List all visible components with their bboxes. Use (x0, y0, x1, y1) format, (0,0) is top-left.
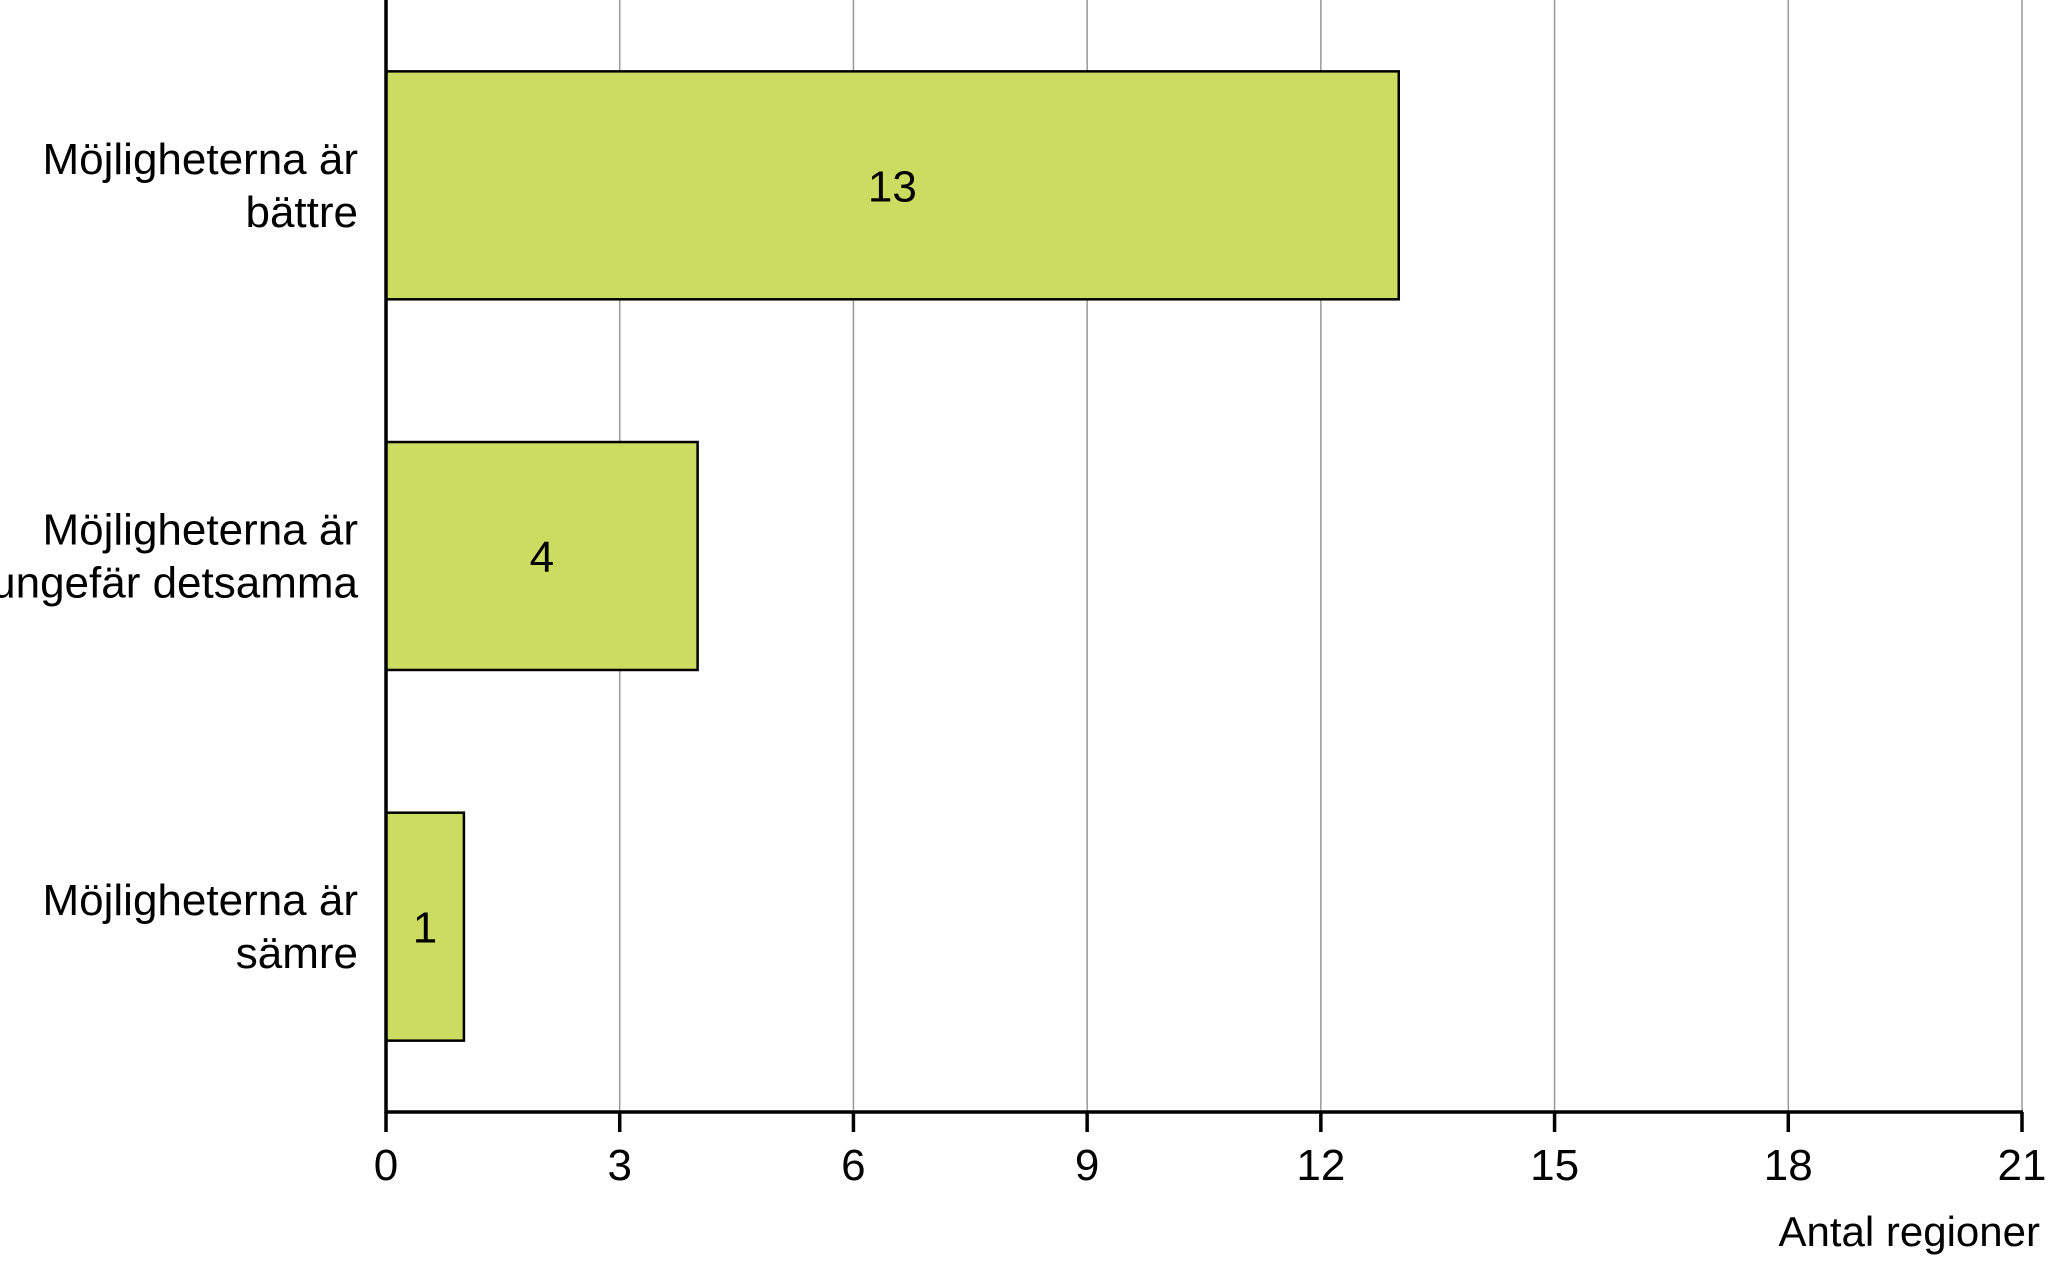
x-tick-label-6: 6 (841, 1141, 865, 1190)
x-tick-label-18: 18 (1764, 1141, 1813, 1190)
x-axis-title: Antal regioner (1779, 1208, 2041, 1255)
data-label-0: 13 (868, 162, 917, 211)
bar-0 (384, 70, 1401, 301)
x-tick-label-0: 0 (374, 1141, 398, 1190)
category-label-2: Möjligheterna är sämre (43, 876, 359, 978)
category-label-0: Möjligheterna är bättre (43, 135, 359, 237)
data-label-1: 4 (530, 533, 554, 582)
x-tick-label-3: 3 (607, 1141, 631, 1190)
axes (384, 0, 2024, 1132)
bars (384, 70, 1401, 1042)
x-tick-label-15: 15 (1530, 1141, 1579, 1190)
bar-1 (384, 440, 699, 672)
category-label-1: Möjligheterna är ungefär detsamma (0, 506, 359, 608)
bar-2 (384, 811, 466, 1042)
data-label-2: 1 (413, 904, 437, 953)
x-tick-label-12: 12 (1296, 1141, 1345, 1190)
x-tick-label-9: 9 (1075, 1141, 1099, 1190)
x-tick-label-21: 21 (1998, 1141, 2047, 1190)
